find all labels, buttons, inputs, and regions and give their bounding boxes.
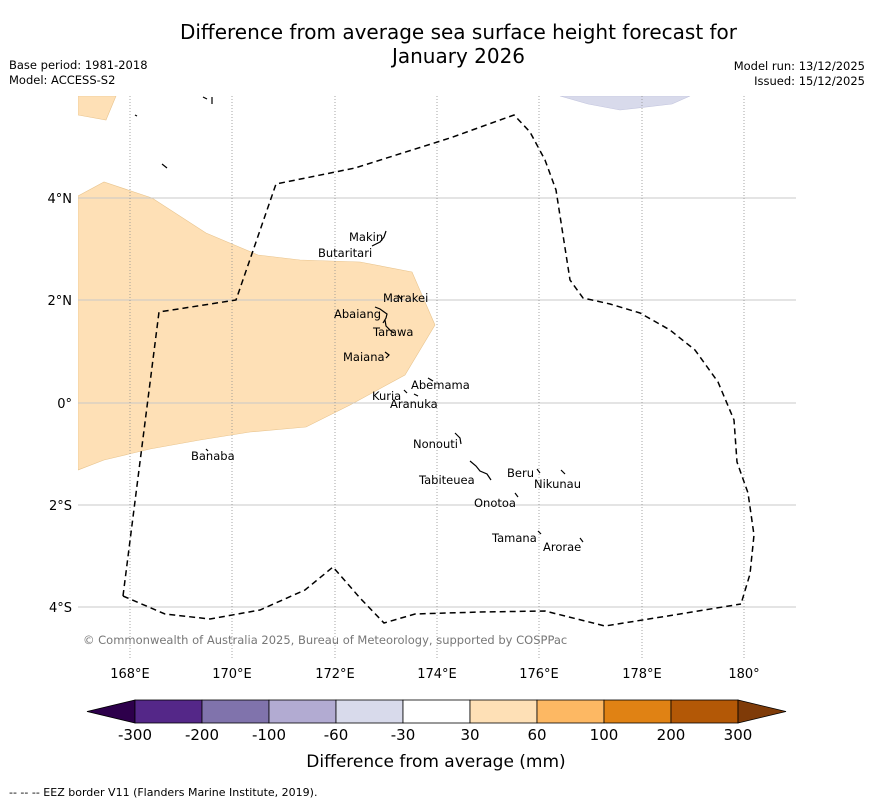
lon-tick-176e: 176°E: [519, 667, 559, 682]
map-area: Makin Butaritari Marakei Abaiang Tarawa …: [78, 96, 796, 658]
place-tarawa: Tarawa: [372, 325, 413, 339]
anomaly-region-30-60mm-north: [78, 96, 117, 121]
colorbar-tick-neg100: -100: [252, 726, 286, 744]
colorbar-tick-labels: -300 -200 -100 -60 -30 30 60 100 200 300: [118, 726, 752, 744]
colorbar-tick-neg30: -30: [391, 726, 416, 744]
place-onotoa: Onotoa: [474, 496, 516, 510]
colorbar-extend-low: [86, 699, 136, 724]
latitude-tick-labels: 4°N 2°N 0° 2°S 4°S: [48, 192, 73, 616]
anomaly-region-30-60mm: [78, 181, 436, 471]
place-beru: Beru: [507, 466, 534, 480]
place-abaiang: Abaiang: [334, 307, 381, 321]
place-marakei: Marakei: [383, 291, 428, 305]
lat-tick-4n: 4°N: [48, 192, 73, 207]
eez-border: [122, 114, 755, 627]
place-nonouti: Nonouti: [413, 437, 458, 451]
model-run-text: Model run: 13/12/2025: [733, 59, 865, 73]
lon-tick-174e: 174°E: [417, 667, 457, 682]
colorbar: -300 -200 -100 -60 -30 30 60 100 200 300…: [86, 699, 787, 772]
eez-footnote: -- -- -- EEZ border V11 (Flanders Marine…: [9, 786, 318, 799]
place-labels: Makin Butaritari Marakei Abaiang Tarawa …: [191, 230, 581, 554]
anomaly-region-neg-30-60mm: [559, 96, 691, 111]
copyright-text: © Commonwealth of Australia 2025, Bureau…: [83, 633, 567, 647]
place-tamana: Tamana: [491, 531, 537, 545]
place-banaba: Banaba: [191, 449, 235, 463]
colorbar-segments: [86, 699, 787, 724]
island-coastlines: [134, 96, 584, 543]
meta-left: Base period: 1981-2018 Model: ACCESS-S2: [9, 58, 148, 88]
colorbar-label: Difference from average (mm): [306, 752, 565, 772]
colorbar-tick-neg300: -300: [118, 726, 152, 744]
place-butaritari: Butaritari: [318, 246, 372, 260]
colorbar-tick-60: 60: [527, 726, 546, 744]
colorbar-tick-neg200: -200: [185, 726, 219, 744]
place-maiana: Maiana: [343, 350, 385, 364]
place-tabiteuea: Tabiteuea: [418, 473, 475, 487]
place-kuria: Kuria: [372, 389, 401, 403]
lat-tick-4s: 4°S: [49, 601, 72, 616]
place-abemama: Abemama: [411, 378, 470, 392]
place-aranuka: Aranuka: [390, 397, 438, 411]
place-makin: Makin: [349, 230, 383, 244]
lon-tick-172e: 172°E: [315, 667, 355, 682]
colorbar-segment-2: [268, 699, 337, 724]
colorbar-tick-300: 300: [724, 726, 753, 744]
longitude-gridlines: [129, 96, 745, 658]
map-title: Difference from average sea surface heig…: [0, 20, 873, 68]
map-title-line-2: January 2026: [391, 44, 526, 68]
meta-right: Model run: 13/12/2025 Issued: 15/12/2025: [734, 59, 865, 89]
lon-tick-170e: 170°E: [212, 667, 252, 682]
lat-tick-0: 0°: [57, 397, 72, 412]
colorbar-segment-5: [469, 699, 538, 724]
colorbar-segment-1: [201, 699, 270, 724]
colorbar-segment-6: [536, 699, 605, 724]
lon-tick-180: 180°: [728, 667, 759, 682]
colorbar-segment-3: [335, 699, 404, 724]
colorbar-segment-8: [670, 699, 739, 724]
colorbar-segment-0: [134, 699, 203, 724]
lat-tick-2s: 2°S: [49, 499, 72, 514]
colorbar-segment-4: [402, 699, 471, 724]
lon-tick-178e: 178°E: [622, 667, 662, 682]
base-period-text: Base period: 1981-2018: [9, 58, 148, 72]
longitude-tick-labels: 168°E 170°E 172°E 174°E 176°E 178°E 180°: [110, 667, 759, 682]
colorbar-segment-7: [603, 699, 672, 724]
colorbar-tick-100: 100: [590, 726, 619, 744]
colorbar-tick-30: 30: [460, 726, 479, 744]
colorbar-tick-200: 200: [657, 726, 686, 744]
place-nikunau: Nikunau: [534, 477, 581, 491]
lat-tick-2n: 2°N: [48, 294, 73, 309]
map-title-line-1: Difference from average sea surface heig…: [179, 20, 738, 44]
colorbar-tick-neg60: -60: [324, 726, 349, 744]
colorbar-extend-high: [737, 699, 787, 724]
place-arorae: Arorae: [543, 540, 581, 554]
model-text: Model: ACCESS-S2: [9, 73, 116, 87]
lon-tick-168e: 168°E: [110, 667, 150, 682]
issued-text: Issued: 15/12/2025: [754, 74, 865, 88]
